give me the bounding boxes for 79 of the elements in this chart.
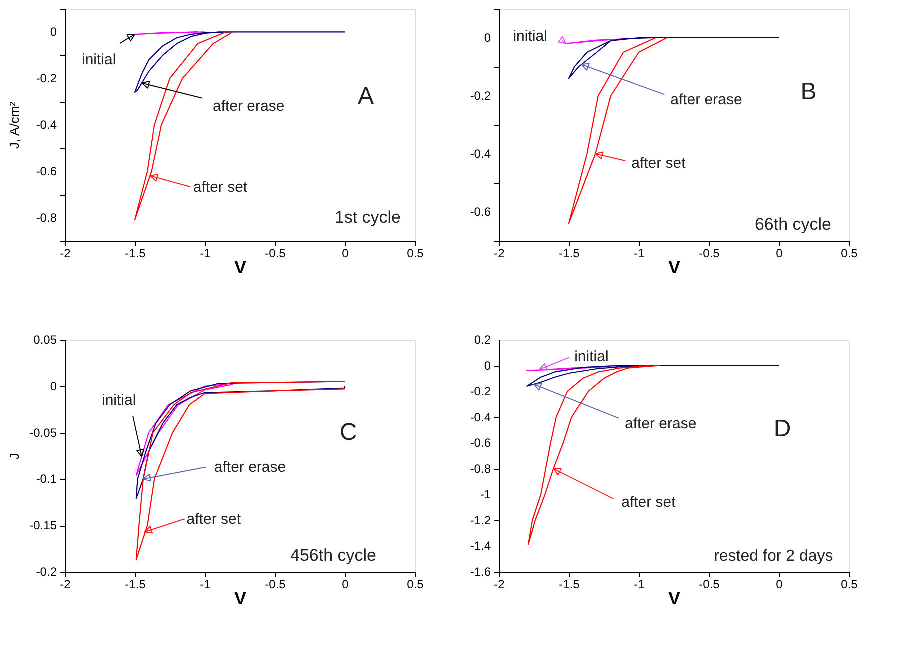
x-tick-label: -2: [494, 246, 506, 260]
x-tick-label: 0: [342, 246, 350, 260]
x-axis-title: V: [668, 258, 681, 278]
x-tick-label: -0.5: [699, 578, 720, 592]
annotation: C: [340, 418, 358, 446]
x-tick-label: 0.5: [841, 246, 858, 260]
y-tick-label: -0.6: [470, 436, 492, 450]
annotation: after erase: [213, 98, 285, 116]
annotation: initial: [513, 28, 548, 45]
x-tick-label: -1.5: [125, 246, 146, 260]
y-tick-label: 0: [50, 379, 58, 394]
y-tick-label: -0.6: [36, 164, 58, 178]
line-series: [134, 32, 346, 94]
annotation: after set: [186, 511, 242, 528]
annotation: after erase: [214, 459, 286, 476]
x-tick-label: -2: [60, 578, 72, 592]
x-tick-label: -1.5: [559, 578, 580, 592]
y-tick-label: -1.4: [470, 539, 492, 554]
y-tick-label: -1.6: [470, 565, 492, 579]
y-tick-label: -0.4: [470, 410, 492, 424]
x-tick-label: -0.5: [265, 578, 286, 592]
x-tick-label: 0: [342, 578, 350, 592]
y-tick-label: -0.4: [470, 147, 492, 161]
annotation: after set: [622, 494, 677, 511]
y-tick-label: -0.2: [470, 384, 492, 399]
annotation: initial: [102, 392, 136, 409]
x-axis-title: V: [234, 258, 247, 278]
x-tick-label: -0.5: [265, 246, 286, 260]
y-axis-title: J, A/cm²: [7, 101, 22, 149]
x-axis-title: V: [668, 588, 681, 608]
annotation: after set: [632, 155, 687, 172]
annotation: initial: [574, 348, 609, 366]
y-tick-label: -1.2: [470, 513, 492, 528]
x-tick-label: -1.5: [125, 578, 146, 592]
y-tick-label: -0.8: [36, 210, 58, 225]
y-tick-label: -0.15: [30, 518, 58, 533]
y-tick-label: -0.2: [36, 565, 58, 579]
y-tick-label: -0.2: [470, 89, 492, 103]
x-tick-label: -1: [634, 578, 646, 592]
y-tick-label: -0.8: [470, 462, 492, 476]
x-tick-label: 0.5: [407, 246, 424, 260]
annotation: after set: [193, 179, 248, 196]
x-tick-label: 0.5: [841, 578, 858, 592]
annotation: B: [800, 78, 817, 106]
annotation: A: [358, 83, 374, 110]
y-tick-label: 0: [484, 358, 492, 373]
y-tick-label: 0.05: [34, 333, 58, 347]
y-tick-label: -0.6: [470, 205, 492, 219]
y-tick-label: 0: [484, 31, 492, 45]
line-series: [526, 365, 780, 387]
y-tick-label: 0.2: [474, 333, 492, 347]
x-tick-label: -0.5: [699, 246, 720, 260]
x-tick-label: -1: [200, 246, 212, 260]
x-axis-title: V: [234, 588, 247, 608]
x-tick-label: 0: [776, 578, 784, 592]
y-tick-label: -1: [480, 488, 492, 502]
y-tick-label: -0.2: [36, 72, 58, 86]
x-tick-label: 0.5: [407, 578, 424, 592]
annotation: D: [774, 415, 792, 442]
x-tick-label: -2: [60, 246, 72, 260]
annotation: 1st cycle: [334, 208, 401, 227]
y-tick-label: -0.4: [36, 118, 58, 132]
annotation: initial: [82, 52, 116, 69]
y-tick-label: -0.1: [36, 472, 58, 486]
annotation: 456th cycle: [290, 546, 376, 565]
y-tick-label: -0.05: [30, 426, 58, 440]
annotation: 66th cycle: [754, 214, 832, 234]
x-tick-label: -2: [494, 578, 506, 592]
x-tick-label: -1.5: [559, 246, 580, 260]
y-tick-label: 0: [50, 25, 58, 40]
x-tick-label: 0: [776, 246, 784, 260]
y-axis-title: J: [7, 453, 22, 460]
annotation: after erase: [670, 92, 742, 109]
x-tick-label: -1: [200, 578, 212, 592]
annotation: after erase: [625, 415, 697, 432]
line-series: [568, 37, 668, 224]
line-series: [568, 37, 780, 80]
x-tick-label: -1: [634, 246, 646, 260]
annotation: rested for 2 days: [714, 548, 834, 565]
